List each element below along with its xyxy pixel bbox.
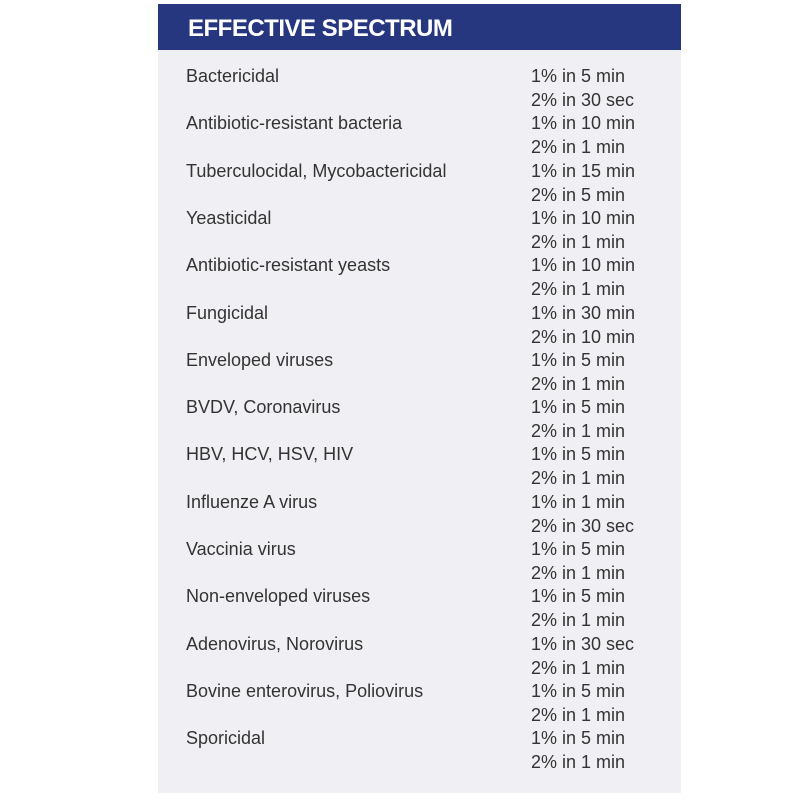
time-2pct: 2% in 10 min [531, 326, 636, 347]
time-1pct: 1% in 1 min [531, 491, 626, 512]
time-1pct: 1% in 15 min [531, 160, 636, 181]
time-1pct: 1% in 5 min [531, 444, 626, 465]
organism-label: Enveloped viruses [186, 349, 334, 370]
time-2pct: 2% in 1 min [531, 752, 626, 773]
time-2pct: 2% in 1 min [531, 610, 626, 631]
time-2pct: 2% in 1 min [531, 279, 626, 300]
organism-label: Adenovirus, Norovirus [186, 633, 364, 654]
time-2pct: 2% in 1 min [531, 137, 626, 158]
time-1pct: 1% in 30 min [531, 302, 636, 323]
organism-label: Bovine enterovirus, Poliovirus [186, 680, 424, 701]
time-1pct: 1% in 5 min [531, 397, 626, 418]
time-2pct: 2% in 1 min [531, 657, 626, 678]
time-2pct: 2% in 5 min [531, 184, 626, 205]
organism-label: Tuberculocidal, Mycobactericidal [186, 160, 447, 181]
time-2pct: 2% in 1 min [531, 563, 626, 583]
time-1pct: 1% in 5 min [531, 66, 626, 86]
time-1pct: 1% in 5 min [531, 728, 626, 749]
header-title: EFFECTIVE SPECTRUM [188, 15, 453, 42]
organism-label: Fungicidal [186, 302, 269, 323]
time-1pct: 1% in 5 min [531, 680, 626, 701]
time-2pct: 2% in 1 min [531, 468, 626, 489]
organism-label: BVDV, Coronavirus [186, 397, 341, 418]
organism-label: HBV, HCV, HSV, HIV [186, 444, 354, 465]
organism-label: Non-enveloped viruses [186, 586, 371, 607]
organism-label: Antibiotic-resistant bacteria [186, 113, 403, 134]
time-2pct: 2% in 1 min [531, 704, 626, 725]
organism-label: Yeasticidal [186, 207, 272, 228]
time-2pct: 2% in 30 sec [531, 90, 635, 110]
time-1pct: 1% in 10 min [531, 113, 636, 134]
spectrum-panel: EFFECTIVE SPECTRUM Bactericidal 1% in 5 m… [158, 4, 681, 793]
time-2pct: 2% in 1 min [531, 373, 626, 394]
time-1pct: 1% in 5 min [531, 349, 626, 370]
organism-label: Influenze A virus [186, 491, 318, 512]
organism-label: Antibiotic-resistant yeasts [186, 255, 391, 276]
time-2pct: 2% in 1 min [531, 421, 626, 442]
time-2pct: 2% in 30 sec [531, 515, 635, 536]
organism-label: Bactericidal [186, 66, 280, 86]
time-1pct: 1% in 5 min [531, 586, 626, 607]
time-1pct: 1% in 5 min [531, 539, 626, 559]
time-1pct: 1% in 10 min [531, 207, 636, 228]
time-2pct: 2% in 1 min [531, 231, 626, 252]
time-1pct: 1% in 30 sec [531, 633, 635, 654]
organism-label: Vaccinia virus [186, 539, 296, 559]
organism-label: Sporicidal [186, 728, 266, 749]
time-1pct: 1% in 10 min [531, 255, 636, 276]
header-bar: EFFECTIVE SPECTRUM [158, 4, 681, 50]
